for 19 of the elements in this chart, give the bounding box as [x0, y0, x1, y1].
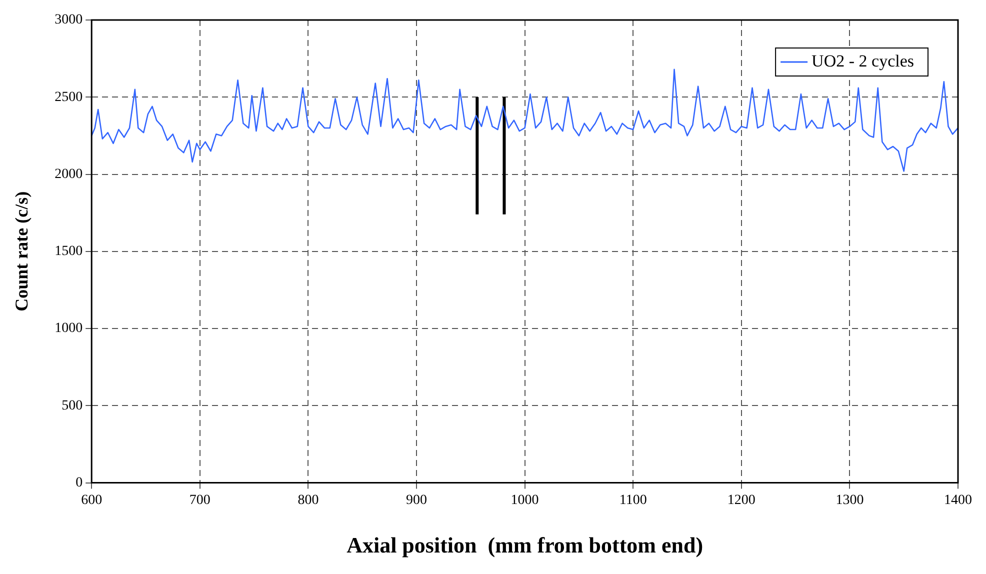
y-tick-label: 2500	[54, 90, 83, 105]
x-tick-label: 700	[189, 492, 210, 508]
x-tick-label: 600	[81, 492, 102, 508]
x-axis-title: Axial position (mm from bottom end)	[346, 532, 704, 558]
y-tick-label: 1000	[54, 321, 83, 336]
x-tick-label: 900	[406, 492, 427, 508]
y-tick-label: 2000	[54, 166, 83, 182]
x-tick-label: 1200	[727, 492, 756, 508]
y-tick-label: 1500	[54, 244, 83, 260]
y-tick-label: 500	[62, 398, 83, 414]
x-tick-label: 1300	[836, 492, 864, 508]
legend-label: UO2 - 2 cycles	[812, 51, 914, 70]
x-tick-label: 1100	[619, 492, 647, 508]
y-tick-label: 0	[76, 475, 83, 490]
y-axis-title: Count rate (c/s)	[11, 191, 32, 312]
x-tick-label: 800	[298, 492, 319, 508]
x-tick-label: 1000	[510, 492, 539, 508]
x-tick-label: 1400	[944, 492, 972, 508]
y-tick-label: 3000	[54, 12, 83, 28]
